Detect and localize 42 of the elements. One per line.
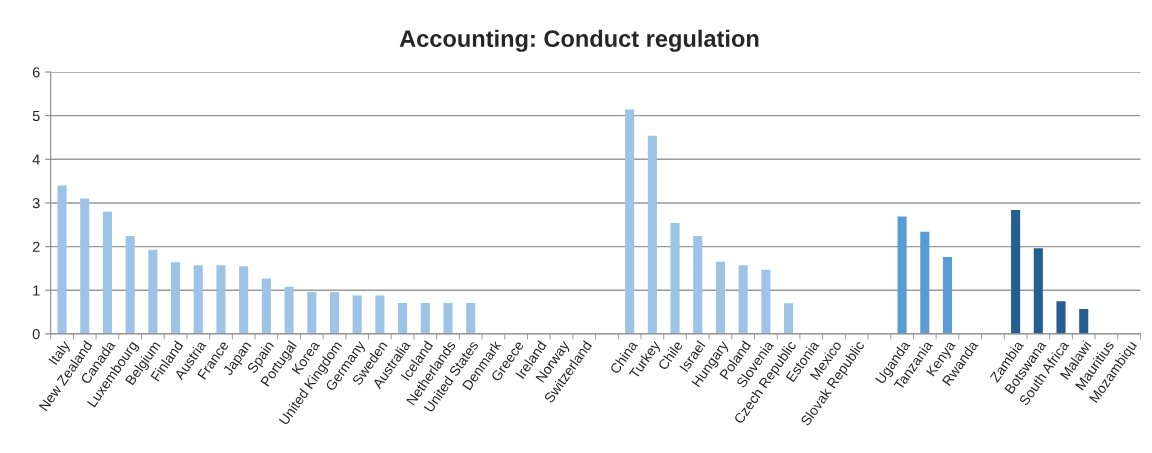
bar: [625, 109, 635, 334]
chart-title: Accounting: Conduct regulation: [399, 29, 759, 52]
y-tick-label: 0: [32, 328, 40, 340]
bar: [57, 185, 67, 334]
bar: [125, 236, 135, 334]
bar: [352, 295, 362, 334]
bar: [80, 198, 90, 334]
bar: [284, 286, 294, 334]
bar: [715, 261, 725, 334]
bar: [329, 291, 340, 334]
bar: [171, 262, 181, 334]
bar: [670, 223, 680, 334]
bar: [216, 265, 226, 334]
bar: [647, 135, 657, 334]
y-tick-label: 4: [32, 154, 40, 165]
bar: [693, 236, 703, 334]
bar: [398, 302, 408, 334]
bar: [420, 302, 430, 334]
bar: [1079, 308, 1089, 334]
bar: [784, 303, 794, 334]
bar: [761, 269, 771, 334]
y-tick-label: 3: [32, 198, 40, 209]
y-tick-label: 6: [32, 67, 40, 78]
bar: [1033, 248, 1043, 334]
bar: [942, 257, 953, 334]
bar: [443, 302, 453, 334]
bar: [148, 249, 158, 334]
y-tick-label: 1: [33, 285, 40, 296]
bar: [193, 265, 203, 334]
bar: [466, 302, 476, 334]
bar: [920, 231, 930, 334]
bar: [307, 291, 317, 334]
bar: [375, 295, 385, 334]
bar: [1011, 209, 1021, 334]
bar: [738, 265, 748, 334]
bar: [1056, 301, 1066, 334]
y-tick-label: 2: [32, 241, 40, 252]
y-tick-label: 5: [32, 110, 40, 122]
bar: [897, 216, 907, 334]
bar: [261, 278, 271, 334]
bar: [102, 211, 112, 334]
bar: [239, 266, 249, 334]
